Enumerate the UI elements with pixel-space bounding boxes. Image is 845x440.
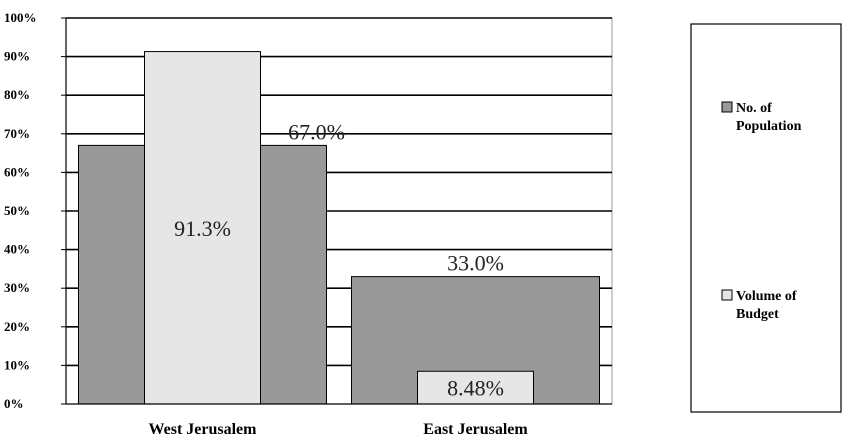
x-category-label: West Jerusalem bbox=[149, 421, 258, 438]
legend-label: Population bbox=[736, 119, 802, 134]
x-category-label: East Jerusalem bbox=[423, 421, 528, 438]
data-label-population: 67.0% bbox=[288, 119, 345, 144]
bar-budget-1 bbox=[417, 370, 534, 405]
legend-box bbox=[690, 23, 842, 413]
x-axis: West Jerusalem East Jerusalem bbox=[66, 403, 612, 438]
y-tick-label: 30% bbox=[4, 280, 30, 295]
legend-swatch bbox=[721, 101, 733, 113]
y-axis: 0% 10% 20% 30% 40% 50% 60% 70% 80% 90% 100% bbox=[4, 10, 67, 411]
y-tick-label: 40% bbox=[4, 242, 30, 257]
y-tick-label: 10% bbox=[4, 357, 30, 372]
y-tick-label: 60% bbox=[4, 164, 30, 179]
legend: No. of Population Volume of Budget bbox=[690, 23, 842, 413]
legend-label: No. of bbox=[736, 101, 772, 116]
legend-label: Budget bbox=[736, 307, 779, 322]
y-tick-label: 90% bbox=[4, 49, 30, 64]
y-tick-label: 80% bbox=[4, 87, 30, 102]
y-tick-label: 0% bbox=[4, 396, 24, 411]
bars bbox=[78, 51, 600, 405]
bar-budget-0 bbox=[144, 51, 261, 405]
data-labels: 67.0% 91.3% 33.0% 8.48% bbox=[174, 119, 504, 400]
data-label-budget: 91.3% bbox=[174, 216, 231, 241]
y-tick-label: 20% bbox=[4, 319, 30, 334]
y-tick-label: 100% bbox=[4, 10, 37, 25]
legend-label: Volume of bbox=[736, 289, 797, 304]
y-tick-label: 70% bbox=[4, 126, 30, 141]
data-label-budget: 8.48% bbox=[447, 376, 504, 401]
y-tick-label: 50% bbox=[4, 203, 30, 218]
data-label-population: 33.0% bbox=[447, 251, 504, 276]
legend-swatch bbox=[721, 289, 733, 301]
